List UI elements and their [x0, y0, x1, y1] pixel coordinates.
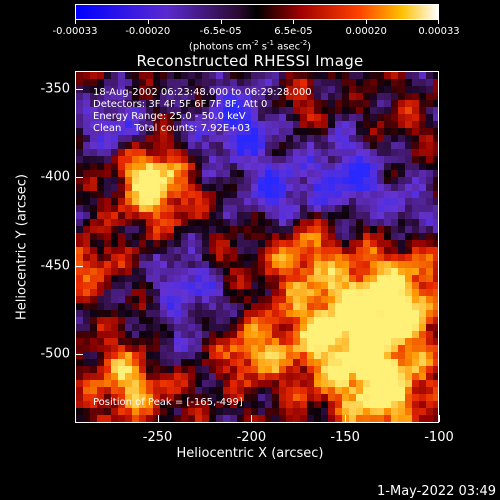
colorbar-tick-mark — [220, 20, 222, 24]
x-tick-label: -250 — [142, 430, 173, 445]
x-tick-mark — [158, 415, 159, 422]
colorbar-tick-label: -0.00033 — [52, 26, 98, 37]
colorbar-tick-mark — [293, 20, 295, 24]
y-tick-mark — [75, 354, 83, 355]
y-tick-label: -450 — [40, 258, 70, 274]
colorbar-tick-label: 0.00020 — [345, 26, 387, 37]
info-energy: Energy Range: 25.0 - 50.0 keV — [93, 111, 246, 122]
rhessi-image — [75, 71, 439, 423]
colorbar-units: (photons cm-2 s-1 asec-2) — [188, 39, 312, 53]
x-tick-mark — [439, 415, 440, 422]
colorbar-tick-mark — [366, 20, 368, 24]
info-time: 18-Aug-2002 06:23:48.000 to 06:29:28.000 — [93, 87, 312, 98]
y-axis-title: Heliocentric Y (arcsec) — [14, 174, 30, 320]
x-tick-label: -200 — [236, 430, 267, 445]
y-tick-mark — [75, 89, 83, 90]
colorbar-tick-label: 0.00033 — [418, 26, 460, 37]
y-tick-mark — [75, 177, 83, 178]
x-tick-mark — [251, 415, 252, 422]
x-tick-label: -100 — [424, 430, 454, 445]
y-tick-label: -400 — [40, 169, 70, 185]
x-tick-mark — [345, 415, 346, 422]
colorbar-tick-label: -0.00020 — [125, 26, 171, 37]
colorbar-tick-mark — [438, 20, 439, 24]
y-tick-label: -500 — [40, 346, 70, 362]
x-axis-title: Heliocentric X (arcsec) — [176, 446, 324, 461]
timestamp: 1-May-2022 03:49 — [377, 484, 496, 499]
info-peak: Position of Peak = [-165,-499] — [93, 397, 243, 408]
info-detectors: Detectors: 3F 4F 5F 6F 7F 8F, Att 0 — [93, 99, 268, 110]
colorbar-tick-mark — [75, 20, 76, 24]
x-tick-label: -150 — [330, 430, 360, 445]
colorbar-tick-label: -6.5e-05 — [199, 26, 242, 37]
y-tick-mark — [75, 266, 83, 267]
rhessi-image-map — [76, 72, 438, 422]
colorbar-tick-mark — [147, 20, 149, 24]
plot-title: Reconstructed RHESSI Image — [136, 52, 364, 70]
y-tick-label: -350 — [40, 81, 70, 97]
colorbar — [75, 4, 439, 20]
info-clean: Clean Total counts: 7.92E+03 — [93, 123, 251, 134]
colorbar-tick-label: 6.5e-05 — [274, 26, 313, 37]
